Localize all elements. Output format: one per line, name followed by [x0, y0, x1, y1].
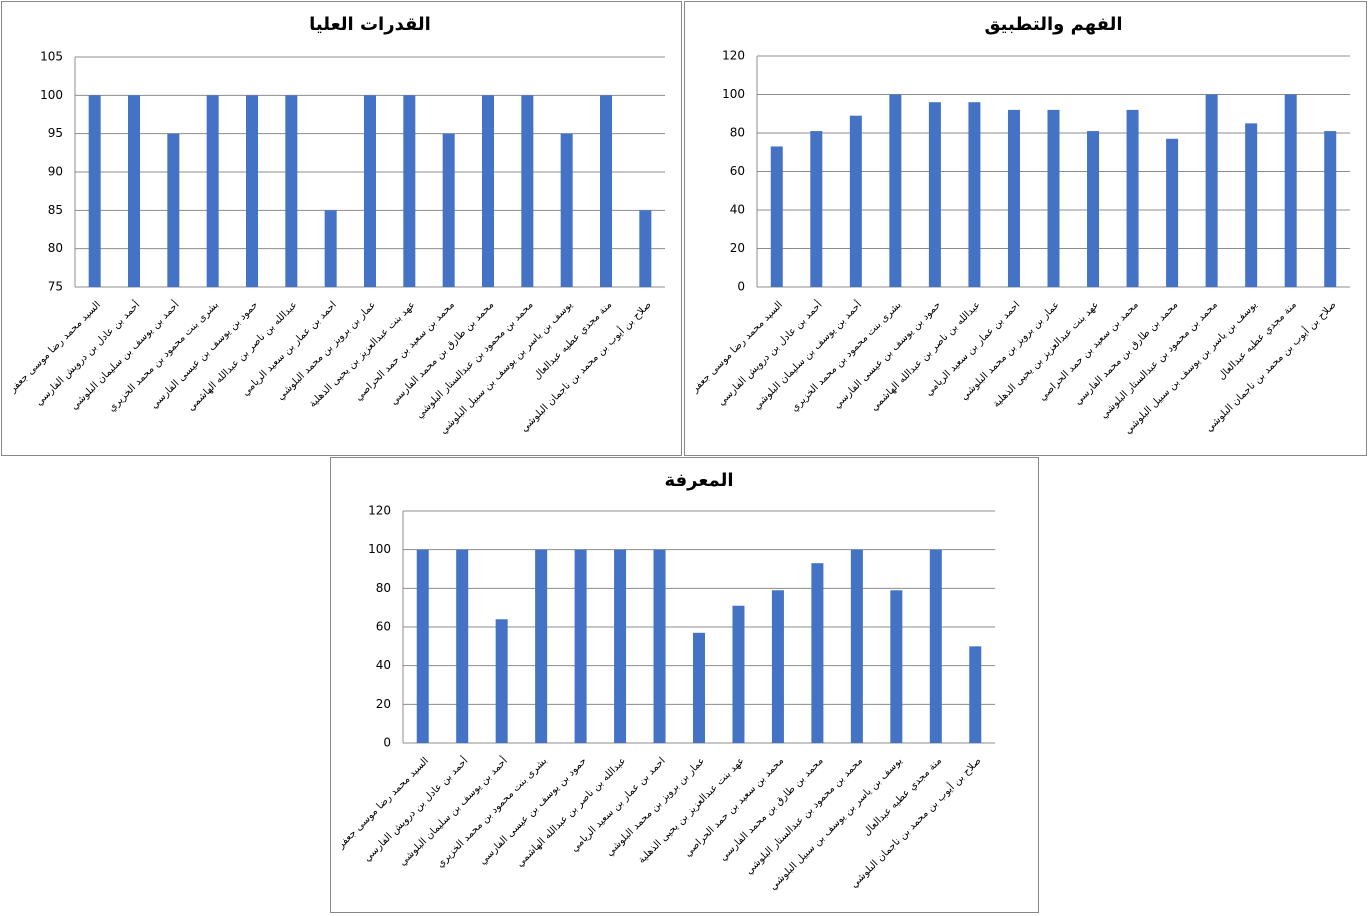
bar	[167, 133, 180, 287]
y-tick-label: 80	[376, 581, 391, 595]
bar	[521, 95, 534, 287]
bar	[1166, 138, 1179, 287]
y-tick-label: 120	[722, 49, 745, 63]
bar	[969, 646, 982, 743]
y-tick-label: 120	[368, 504, 391, 518]
bar	[364, 95, 376, 287]
bar	[732, 605, 745, 743]
bar	[1087, 131, 1100, 287]
bar	[810, 131, 823, 287]
bar	[771, 590, 784, 743]
bar	[693, 632, 705, 743]
bar	[968, 102, 981, 287]
bar	[456, 549, 469, 743]
bar	[889, 94, 902, 287]
bar	[482, 95, 494, 287]
bar	[535, 549, 548, 743]
bar	[324, 210, 337, 287]
y-tick-label: 100	[368, 542, 391, 556]
y-tick-label: 80	[730, 126, 745, 140]
bar	[416, 549, 429, 743]
bar	[88, 95, 101, 287]
y-tick-label: 40	[730, 203, 745, 217]
chart-title: القدرات العليا	[309, 14, 431, 35]
bar	[928, 102, 941, 287]
bar	[929, 549, 942, 743]
y-tick-label: 95	[48, 126, 63, 140]
y-tick-label: 105	[40, 50, 63, 64]
y-tick-label: 0	[383, 736, 391, 750]
y-tick-label: 20	[730, 241, 745, 255]
bar	[1245, 123, 1258, 287]
bar	[1324, 131, 1337, 287]
y-tick-label: 80	[48, 241, 63, 255]
bar	[770, 146, 783, 287]
y-tick-label: 60	[376, 620, 391, 634]
bar	[614, 549, 627, 743]
panel-border	[330, 457, 1039, 913]
bar	[206, 95, 219, 287]
bar	[403, 95, 416, 287]
bar	[849, 115, 862, 287]
y-tick-label: 20	[376, 697, 391, 711]
bar	[1126, 109, 1139, 288]
bar	[1284, 94, 1297, 287]
bar	[1205, 94, 1218, 287]
y-tick-label: 90	[48, 165, 63, 179]
bar	[639, 210, 652, 287]
bar	[285, 95, 298, 287]
bar	[850, 549, 863, 743]
bar	[1007, 109, 1020, 288]
bar	[600, 95, 612, 287]
chart-title: المعرفة	[664, 470, 733, 491]
panel-border	[684, 1, 1367, 456]
panel-border	[1, 1, 682, 456]
bar	[653, 549, 666, 743]
y-tick-label: 0	[737, 280, 745, 294]
bar	[495, 619, 508, 743]
y-tick-label: 100	[722, 87, 745, 101]
chart-title: الفهم والتطبيق	[984, 14, 1122, 35]
bar	[560, 133, 573, 287]
y-tick-label: 40	[376, 658, 391, 672]
bar	[128, 95, 140, 287]
bar	[890, 590, 903, 743]
y-tick-label: 60	[730, 164, 745, 178]
bar	[442, 133, 455, 287]
bar	[1047, 109, 1060, 288]
y-tick-label: 85	[48, 203, 63, 217]
y-tick-label: 75	[48, 280, 63, 294]
bar	[811, 563, 824, 743]
bar	[574, 549, 587, 743]
y-tick-label: 100	[40, 88, 63, 102]
bar	[246, 95, 258, 287]
